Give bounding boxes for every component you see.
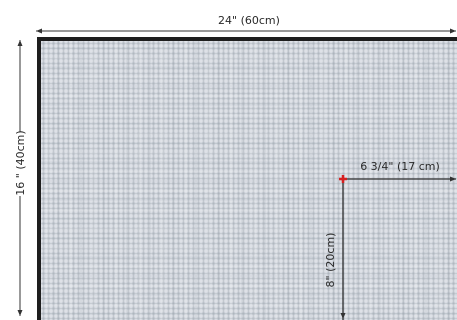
horizontal-offset-label: 6 3/4" (17 cm) [360, 160, 440, 173]
fabric-panel [37, 37, 457, 320]
width-arrow-right [450, 28, 456, 34]
width-arrow-left [36, 28, 42, 34]
marker-cross-icon [339, 175, 347, 183]
height-arrow-top [17, 40, 23, 46]
width-dimension: 24" (60cm) [36, 12, 456, 34]
width-label-bg [208, 12, 290, 28]
vertical-offset-dimension: 8" (20cm) [324, 180, 346, 320]
vertical-offset-label: 8" (20cm) [324, 233, 337, 288]
height-label-bg [11, 132, 29, 196]
height-dimension: 16 " (40cm) [11, 40, 29, 316]
horizontal-offset-arrow [450, 176, 456, 182]
width-label: 24" (60cm) [218, 14, 280, 27]
horizontal-offset-dimension: 6 3/4" (17 cm) [343, 160, 456, 182]
height-arrow-bottom [17, 310, 23, 316]
fabric-stripes [41, 41, 457, 320]
height-label: 16 " (40cm) [14, 130, 27, 195]
vertical-offset-arrow [340, 313, 346, 319]
